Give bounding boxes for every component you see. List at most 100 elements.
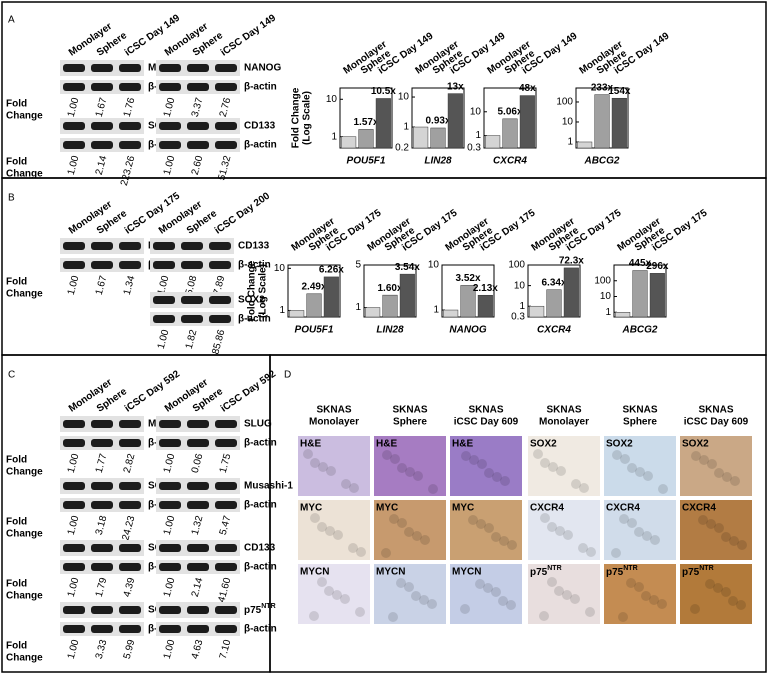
cell (310, 458, 320, 468)
y-tick-label: 5 (355, 260, 361, 271)
bar (289, 310, 305, 318)
fold-change-label: Fold (6, 579, 27, 590)
cell (499, 536, 509, 546)
band-label-sup: NTR (261, 603, 275, 610)
cell (325, 526, 335, 536)
band (187, 482, 209, 490)
fold-change-value: 1.34 (122, 274, 138, 296)
cell (484, 523, 494, 533)
cell (411, 591, 421, 601)
cell (317, 577, 327, 587)
band (187, 83, 209, 91)
image-column-header: SKNAS (546, 405, 581, 416)
cell (612, 450, 622, 460)
cell (563, 530, 573, 540)
y-tick-label: 1 (355, 302, 361, 313)
cell (469, 455, 479, 465)
band-label: β-actin (244, 562, 277, 573)
band (91, 122, 113, 130)
cell (461, 451, 471, 461)
cell (317, 522, 327, 532)
blot-column-header: iCSC Day 149 (219, 12, 278, 58)
cell (578, 543, 588, 553)
cell (303, 449, 313, 459)
image-label: MYC (300, 503, 322, 514)
y-tick-label: 1 (519, 301, 525, 312)
fold-change-value: 1.00 (66, 638, 82, 660)
value-label: 48x (519, 83, 536, 94)
fold-change-label: Change (6, 467, 43, 478)
fold-change-value: 5.47 (218, 514, 234, 536)
band (159, 482, 181, 490)
band-label-base: p75 (244, 605, 262, 616)
fold-change-value: 2.76 (218, 96, 234, 118)
cell (705, 579, 715, 589)
value-label: 72.3x (559, 256, 584, 267)
image-label: H&E (300, 439, 321, 450)
value-label: 3.54x (395, 262, 420, 273)
fold-change-value: 1.00 (156, 274, 172, 296)
band (215, 606, 237, 614)
bar (413, 126, 429, 149)
cell (657, 599, 667, 609)
cell (634, 582, 644, 592)
micrograph (680, 564, 752, 624)
y-tick-label: 1 (403, 122, 409, 133)
band-label: CD133 (244, 543, 276, 554)
band (159, 625, 181, 633)
micrograph (298, 564, 370, 624)
band (187, 141, 209, 149)
micrograph (450, 500, 522, 560)
image-label: SOX2 (606, 439, 633, 450)
cell (348, 543, 358, 553)
cell (737, 540, 747, 550)
fold-change-value: 1.77 (94, 452, 110, 474)
cell (326, 466, 336, 476)
cell (730, 476, 740, 486)
fold-change-value: 2.60 (190, 154, 206, 176)
band (91, 544, 113, 552)
bar (649, 273, 665, 318)
chart-title: LIN28 (424, 156, 452, 167)
cell (427, 599, 437, 609)
band (119, 563, 141, 571)
cell (310, 513, 320, 523)
bar (529, 305, 545, 318)
fold-change-value: 1.00 (162, 576, 178, 598)
image-label-base: p75 (682, 567, 700, 578)
cell (477, 459, 487, 469)
band-label: β-actin (238, 314, 271, 325)
fold-change-value: 3.18 (94, 514, 110, 536)
band (187, 625, 209, 633)
bar (375, 98, 391, 149)
micrograph (528, 500, 600, 560)
fold-change-label: Fold (6, 277, 27, 288)
y-tick-label: 0.3 (467, 143, 481, 154)
fold-change-label: Change (6, 529, 43, 540)
band-label: p75NTR (244, 603, 276, 616)
bar (399, 273, 415, 318)
fold-change-value: 1.82 (184, 328, 200, 350)
value-label: 13x (447, 81, 464, 92)
band (159, 544, 181, 552)
micrograph (374, 564, 446, 624)
image-column-header: SKNAS (468, 405, 503, 416)
panel-label: D (284, 370, 291, 381)
cell (413, 471, 423, 481)
cell (570, 594, 580, 604)
cell (691, 451, 701, 461)
band (119, 261, 141, 269)
cell (554, 586, 564, 596)
image-column-header: SKNAS (392, 405, 427, 416)
cell (475, 579, 485, 589)
band (153, 315, 175, 323)
fold-change-value: 1.79 (94, 576, 110, 598)
chart-title: NANOG (449, 325, 486, 336)
value-label: 296x (646, 261, 669, 272)
cell (634, 527, 644, 537)
fold-change-value: 1.00 (66, 154, 82, 176)
band (63, 261, 85, 269)
cell (404, 527, 414, 537)
cell (341, 479, 351, 489)
band (63, 420, 85, 428)
